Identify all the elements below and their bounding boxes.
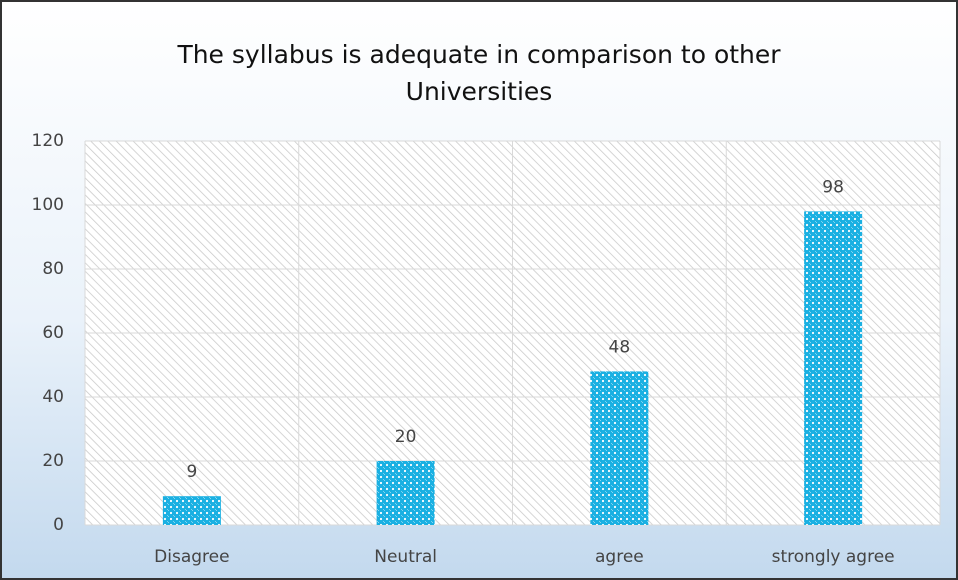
- y-tick-label: 100: [32, 195, 64, 215]
- data-label: 9: [186, 462, 197, 482]
- y-tick-label: 40: [42, 387, 64, 407]
- data-label: 48: [609, 337, 631, 357]
- y-tick-label: 60: [42, 323, 64, 343]
- y-tick-label: 20: [42, 451, 64, 471]
- bar: [590, 371, 649, 525]
- y-tick-label: 80: [42, 259, 64, 279]
- bar: [162, 496, 221, 525]
- bar: [376, 461, 435, 525]
- chart-title: The syllabus is adequate in comparison t…: [177, 40, 781, 106]
- data-label: 20: [395, 427, 417, 447]
- y-tick-label: 120: [32, 131, 64, 151]
- x-tick-label: Disagree: [154, 547, 229, 567]
- x-tick-label: agree: [595, 547, 644, 567]
- y-tick-label: 0: [53, 515, 64, 535]
- x-tick-label: Neutral: [374, 547, 437, 567]
- data-label: 98: [822, 177, 844, 197]
- x-tick-label: strongly agree: [772, 547, 895, 567]
- bar: [804, 211, 863, 525]
